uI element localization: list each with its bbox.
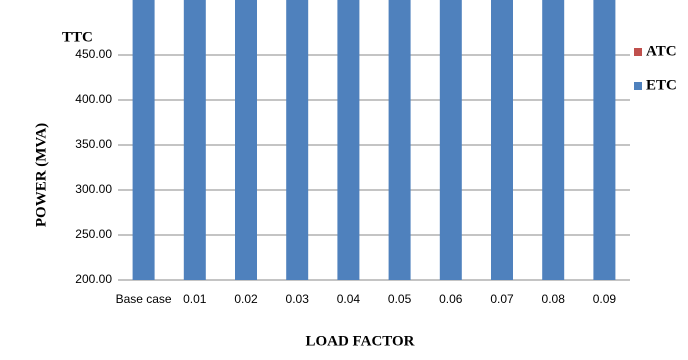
bar-segment — [132, 0, 155, 280]
y-tick-label: 300.00 — [75, 182, 112, 196]
bar-segment — [542, 0, 565, 280]
bar-segment — [183, 0, 206, 280]
legend-swatch — [634, 82, 642, 90]
x-tick-label: 0.05 — [388, 292, 412, 306]
y-axis-title: POWER (MVA) — [33, 123, 49, 227]
bar-segment — [491, 0, 513, 280]
x-tick-label: 0.03 — [286, 292, 310, 306]
x-tick-label: 0.09 — [593, 292, 617, 306]
bar-segment — [439, 0, 462, 281]
y-tick-label: 450.00 — [75, 47, 112, 61]
legend-swatch — [634, 48, 642, 56]
y-tick-label: 350.00 — [75, 137, 112, 151]
x-tick-label: Base case — [116, 292, 172, 306]
x-tick-label: 0.02 — [234, 292, 258, 306]
bar-segment — [337, 0, 360, 281]
x-tick-label: 0.08 — [542, 292, 566, 306]
x-tick-label: 0.01 — [183, 292, 207, 306]
legend-label: ATC — [646, 43, 677, 59]
annotation: TTC — [62, 29, 93, 45]
y-tick-label: 400.00 — [75, 92, 112, 106]
x-tick-label: 0.07 — [490, 292, 514, 306]
bar-segment — [286, 0, 309, 280]
y-tick-label: 250.00 — [75, 227, 112, 241]
x-tick-label: 0.06 — [439, 292, 463, 306]
bar-segment — [593, 0, 616, 280]
x-tick-label: 0.04 — [337, 292, 361, 306]
bar-segment — [388, 0, 411, 281]
y-tick-label: 200.00 — [75, 272, 112, 286]
x-axis-title: LOAD FACTOR — [305, 333, 414, 349]
bar-segment — [235, 0, 257, 280]
legend-label: ETC — [646, 77, 677, 93]
